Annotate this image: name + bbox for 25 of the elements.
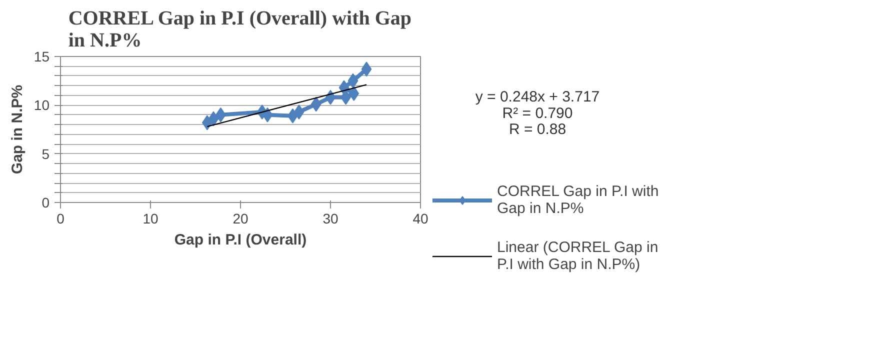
point: [348, 86, 360, 101]
x-tick-label: 20: [232, 210, 248, 226]
point: [361, 62, 372, 77]
x-tick-label: 40: [412, 210, 428, 226]
legend-label: CORREL Gap in P.I with Gap in N.P%: [497, 183, 659, 217]
point: [208, 111, 219, 126]
x-tick-label: 0: [56, 210, 65, 226]
legend-label: Linear (CORREL Gap in P.I with Gap in N.P%): [497, 239, 658, 273]
point: [348, 73, 358, 88]
y-axis-title: Gap in N.P%: [8, 84, 26, 174]
text: y = 0.248x + 3.717: [475, 88, 600, 106]
x-tick-label: 30: [322, 210, 338, 226]
y-tick-label: 0: [42, 194, 50, 210]
y-tick-label: 10: [34, 97, 50, 114]
y-tick-label: 15: [34, 48, 50, 64]
text: R = 0.88: [508, 121, 566, 138]
point: [262, 107, 273, 122]
x-axis-title: Gap in P.I (Overall): [174, 232, 307, 248]
point: [325, 90, 336, 105]
text: R² = 0.790: [502, 104, 573, 122]
chart-title: CORREL Gap in P.I (Overall) with Gap in N.P%: [68, 8, 412, 52]
y-tick-label: 5: [42, 146, 50, 162]
point: [294, 104, 304, 120]
x-tick-label: 10: [142, 210, 158, 226]
point: [310, 96, 322, 112]
